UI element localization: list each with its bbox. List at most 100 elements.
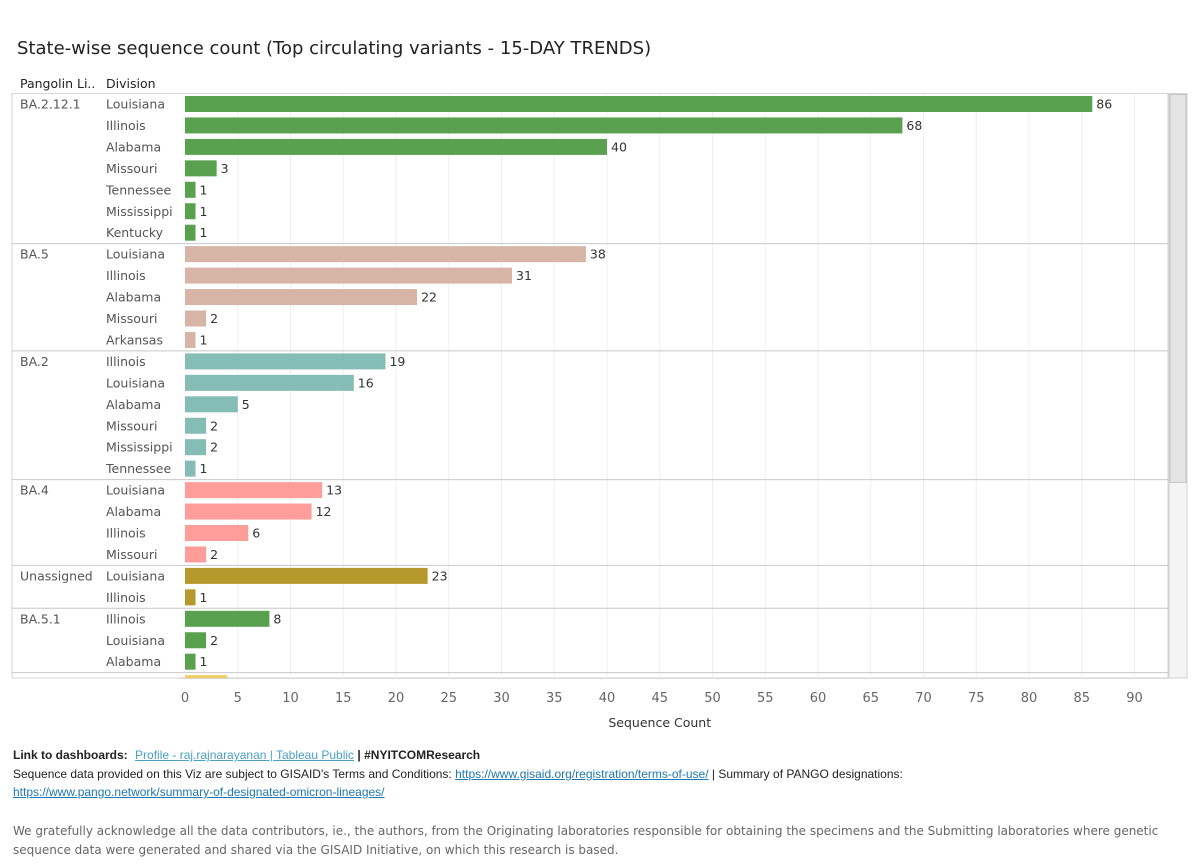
- division-label: Louisiana: [106, 97, 165, 112]
- column-header-division[interactable]: Division: [106, 76, 156, 91]
- division-label: Alabama: [106, 139, 161, 154]
- bar-value-label: 16: [358, 375, 374, 390]
- lineage-label: BA.5: [20, 247, 49, 262]
- bar[interactable]: [185, 589, 196, 606]
- division-label: Tennessee: [105, 461, 171, 476]
- division-label: Illinois: [106, 611, 146, 626]
- pango-text: | Summary of PANGO designations:: [711, 767, 903, 781]
- lineage-label: Unassigned: [20, 568, 93, 583]
- bar-value-label: 1: [200, 654, 208, 669]
- bar[interactable]: [185, 503, 312, 520]
- lineage-label: BA.2.12.1: [20, 97, 81, 112]
- division-label: Missouri: [106, 547, 157, 562]
- bar[interactable]: [185, 374, 354, 391]
- x-tick-label: 50: [704, 691, 721, 706]
- division-label: Illinois: [106, 268, 146, 283]
- bar-value-label: 2: [210, 633, 218, 648]
- bar[interactable]: [185, 439, 207, 456]
- link-label: Link to dashboards:: [13, 748, 128, 762]
- x-tick-label: 45: [651, 691, 668, 706]
- bar[interactable]: [185, 203, 196, 220]
- division-label: Alabama: [106, 290, 161, 305]
- bar-value-label: 2: [210, 440, 218, 455]
- division-label: Louisiana: [106, 633, 165, 648]
- division-label: Louisiana: [106, 247, 165, 262]
- column-header-lineage[interactable]: Pangolin Li..: [20, 76, 96, 91]
- terms-link[interactable]: https://www.gisaid.org/registration/term…: [455, 767, 709, 781]
- bar[interactable]: [185, 482, 323, 499]
- bar[interactable]: [185, 396, 238, 413]
- bar[interactable]: [185, 417, 207, 434]
- division-label: Illinois: [106, 526, 146, 541]
- lineage-label: BA.2: [20, 354, 49, 369]
- division-label: Illinois: [106, 590, 146, 605]
- division-label: Missouri: [106, 418, 157, 433]
- bar[interactable]: [185, 96, 1093, 112]
- profile-link[interactable]: Profile - raj.rajnarayanan | Tableau Pub…: [135, 748, 355, 762]
- bar-value-label: 68: [906, 118, 922, 133]
- x-tick-label: 60: [810, 691, 827, 706]
- division-label: Alabama: [106, 504, 161, 519]
- bar-value-label: 19: [389, 354, 405, 369]
- bar-value-label: 2: [210, 311, 218, 326]
- pango-link[interactable]: https://www.pango.network/summary-of-des…: [13, 785, 385, 799]
- bar[interactable]: [185, 675, 228, 691]
- bar-value-label: 2: [210, 418, 218, 433]
- division-label: Illinois: [106, 118, 146, 133]
- x-tick-label: 20: [388, 691, 405, 706]
- bar-value-label: 38: [590, 247, 606, 262]
- lineage-label: BA.4: [20, 483, 49, 498]
- x-tick-label: 85: [1073, 691, 1090, 706]
- bar[interactable]: [185, 653, 196, 670]
- division-label: Tennessee: [105, 182, 171, 197]
- bar[interactable]: [185, 460, 196, 477]
- bar[interactable]: [185, 246, 586, 263]
- division-label: Mississippi: [106, 440, 173, 455]
- x-tick-label: 25: [440, 691, 457, 706]
- bar[interactable]: [185, 224, 196, 241]
- bar[interactable]: [185, 632, 207, 649]
- division-label: Missouri: [106, 161, 157, 176]
- x-tick-label: 75: [968, 691, 985, 706]
- bar-value-label: 8: [273, 611, 281, 626]
- division-label: Mississippi: [106, 204, 173, 219]
- bar-value-label: 12: [316, 504, 332, 519]
- bar-value-label: 40: [611, 139, 627, 154]
- bar-value-label: 23: [432, 568, 448, 583]
- division-label: Kentucky: [106, 225, 164, 240]
- bar[interactable]: [185, 181, 196, 198]
- bar-value-label: 1: [200, 461, 208, 476]
- bar-value-label: 13: [326, 483, 342, 498]
- bar-value-label: 31: [516, 268, 532, 283]
- bar[interactable]: [185, 525, 249, 541]
- bar[interactable]: [185, 267, 513, 284]
- bar[interactable]: [185, 117, 903, 134]
- bar[interactable]: [185, 138, 607, 155]
- bar[interactable]: [185, 353, 386, 370]
- x-tick-label: 30: [493, 691, 510, 706]
- scrollbar-thumb[interactable]: [1169, 94, 1187, 483]
- x-tick-label: 90: [1126, 691, 1143, 706]
- bar[interactable]: [185, 546, 207, 563]
- lineage-label: BA.5.1: [20, 611, 61, 626]
- bar-value-label: 22: [421, 290, 437, 305]
- bar[interactable]: [185, 289, 418, 306]
- bar[interactable]: [185, 310, 207, 327]
- division-label: Louisiana: [106, 568, 165, 583]
- bar-value-label: 3: [221, 161, 229, 176]
- x-tick-label: 15: [335, 691, 352, 706]
- bar[interactable]: [185, 331, 196, 348]
- bar-value-label: 1: [200, 204, 208, 219]
- x-tick-label: 10: [282, 691, 299, 706]
- bar-value-label: 1: [200, 332, 208, 347]
- x-tick-label: 5: [234, 691, 242, 706]
- terms-text: Sequence data provided on this Viz are s…: [13, 767, 452, 781]
- x-tick-label: 70: [915, 691, 932, 706]
- x-tick-label: 55: [757, 691, 774, 706]
- bar[interactable]: [185, 610, 270, 627]
- bar[interactable]: [185, 160, 217, 177]
- bar-value-label: 2: [210, 547, 218, 562]
- bar[interactable]: [185, 567, 428, 584]
